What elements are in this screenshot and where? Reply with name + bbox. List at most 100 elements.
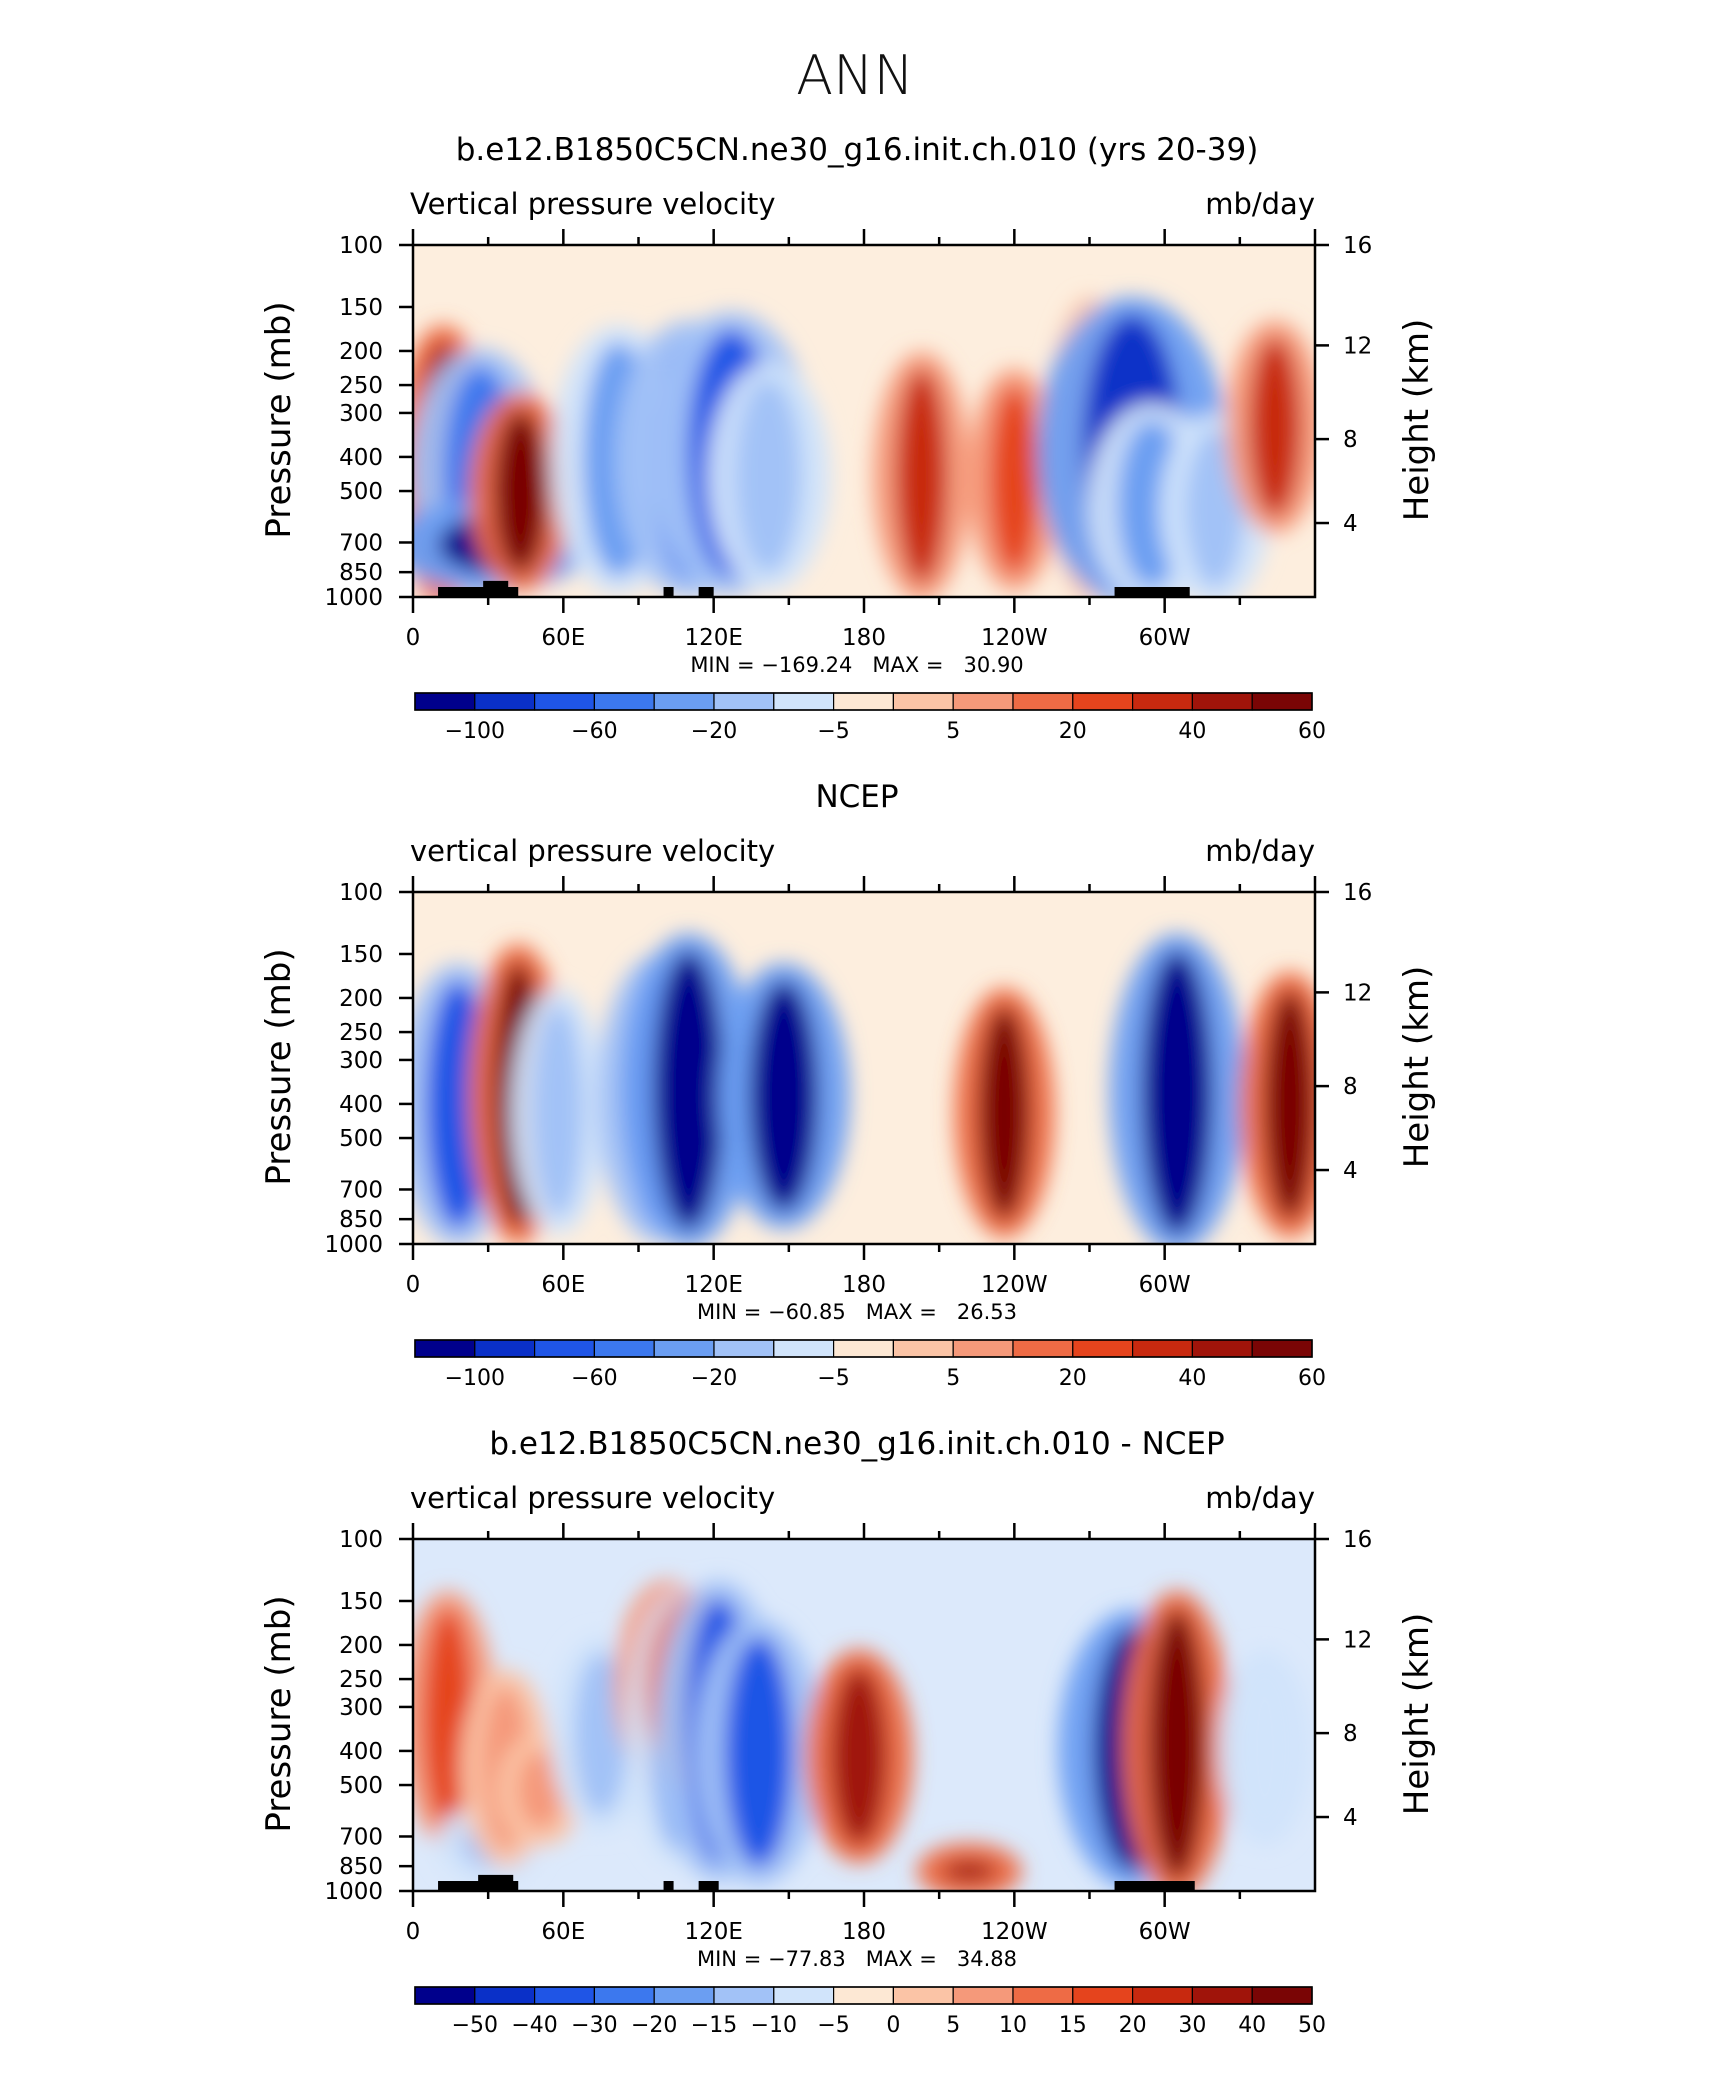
y-tick-label: 850 (339, 1854, 383, 1880)
y-tick-label: 200 (339, 986, 383, 1012)
colorbar-label: 20 (1119, 2013, 1147, 2038)
y2-tick-label: 4 (1343, 1805, 1358, 1831)
field-feature-core (831, 1667, 887, 1846)
colorbar-label: −5 (817, 1366, 849, 1391)
y-tick-label: 250 (339, 1020, 383, 1046)
field-feature-core (1240, 1667, 1290, 1829)
y-tick-label: 500 (339, 1126, 383, 1152)
field-feature-core (517, 1751, 564, 1829)
field-feature-core (533, 1005, 584, 1217)
colorbar-swatch (1191, 692, 1253, 711)
land-mask-bar (698, 1881, 719, 1891)
panel-1-y-axis-label: Pressure (mb) (259, 301, 299, 538)
colorbar-swatch (653, 1339, 715, 1358)
y-tick-label: 1000 (324, 1232, 383, 1258)
y-tick-label: 300 (339, 401, 383, 427)
y-tick-label: 100 (339, 880, 383, 906)
land-mask-bar (438, 587, 519, 597)
x-tick-label: 0 (406, 1272, 421, 1298)
colorbar-swatch (713, 1986, 775, 2005)
colorbar-label: 30 (1178, 2013, 1206, 2038)
colorbar-swatch (892, 1986, 954, 2005)
x-tick-label: 60W (1139, 1919, 1191, 1945)
panel-1-min-max: MIN = −169.24 MAX = 30.90 (690, 653, 1023, 677)
panel-3-y2-axis-label: Height (km) (1397, 1613, 1437, 1816)
colorbar-label: 60 (1298, 1366, 1326, 1391)
colorbar-swatch (713, 1339, 775, 1358)
x-tick-label: 120W (981, 1272, 1048, 1298)
field-feature-core (749, 981, 819, 1212)
y-tick-label: 150 (339, 295, 383, 321)
x-tick-label: 120W (981, 1919, 1048, 1945)
field-feature-core (494, 410, 548, 573)
x-tick-label: 180 (842, 1919, 886, 1945)
colorbar-swatch (952, 692, 1014, 711)
panel-1: b.e12.B1850C5CN.ne30_g16.init.ch.010 (yr… (259, 132, 1437, 744)
field-feature-core (725, 1636, 793, 1867)
colorbar-swatch (1012, 1339, 1074, 1358)
colorbar-swatch (1131, 1339, 1193, 1358)
y-tick-label: 200 (339, 339, 383, 365)
colorbar-swatch (832, 1986, 894, 2005)
panel-3-y-axis-label: Pressure (mb) (259, 1595, 299, 1832)
y2-tick-label: 4 (1343, 511, 1358, 537)
x-tick-label: 60E (541, 1919, 585, 1945)
colorbar-label: 20 (1059, 1366, 1087, 1391)
x-tick-label: 180 (842, 1272, 886, 1298)
colorbar-label: −100 (445, 719, 505, 744)
panel-2-min-max: MIN = −60.85 MAX = 26.53 (697, 1300, 1017, 1324)
colorbar-label: −10 (751, 2013, 797, 2038)
colorbar-swatch (653, 692, 715, 711)
y-tick-label: 300 (339, 1695, 383, 1721)
y-tick-label: 500 (339, 479, 383, 505)
y-tick-label: 1000 (324, 1879, 383, 1905)
x-tick-label: 60E (541, 1272, 585, 1298)
colorbar-swatch (1012, 1986, 1074, 2005)
field-feature-core (1148, 1608, 1206, 1880)
colorbar-label: 20 (1059, 719, 1087, 744)
x-tick-label: 60E (541, 625, 585, 651)
y-tick-label: 150 (339, 1589, 383, 1615)
panel-3-min-max: MIN = −77.83 MAX = 34.88 (697, 1947, 1017, 1971)
colorbar-label: −50 (452, 2013, 498, 2038)
y-tick-label: 150 (339, 942, 383, 968)
panel-1-title: b.e12.B1850C5CN.ne30_g16.init.ch.010 (yr… (456, 132, 1259, 168)
land-mask-bar (483, 580, 509, 597)
y-tick-label: 700 (339, 1824, 383, 1850)
colorbar-swatch (653, 1986, 715, 2005)
x-tick-label: 0 (406, 1919, 421, 1945)
land-mask-bar (698, 587, 714, 597)
y2-tick-label: 16 (1343, 880, 1372, 906)
colorbar-swatch (952, 1986, 1014, 2005)
y2-tick-label: 8 (1343, 1721, 1358, 1747)
colorbar-swatch (1072, 692, 1134, 711)
panel-3-land-mask (438, 1874, 1195, 1891)
colorbar-label: −5 (817, 719, 849, 744)
x-tick-label: 180 (842, 625, 886, 651)
field-feature-core (1249, 338, 1301, 516)
colorbar-swatch (713, 692, 775, 711)
colorbar-label: −20 (631, 2013, 677, 2038)
x-tick-label: 60W (1139, 625, 1191, 651)
panel-2-title: NCEP (815, 779, 898, 815)
y2-tick-label: 12 (1343, 980, 1372, 1006)
y-tick-label: 400 (339, 1092, 383, 1118)
y-tick-label: 1000 (324, 585, 383, 611)
field-feature-core (736, 380, 801, 573)
colorbar-swatch (892, 692, 954, 711)
field-feature-core (1142, 951, 1213, 1235)
colorbar-label: 15 (1059, 2013, 1087, 2038)
colorbar-label: 5 (946, 719, 960, 744)
colorbar-label: −20 (691, 719, 737, 744)
y-tick-label: 300 (339, 1048, 383, 1074)
colorbar-swatch (474, 1339, 536, 1358)
y-tick-label: 850 (339, 560, 383, 586)
colorbar-swatch (1251, 1339, 1313, 1358)
field-feature-core (1185, 430, 1244, 588)
colorbar-swatch (1072, 1339, 1134, 1358)
colorbar-frame (414, 692, 1313, 711)
colorbar-label: −60 (571, 1366, 617, 1391)
